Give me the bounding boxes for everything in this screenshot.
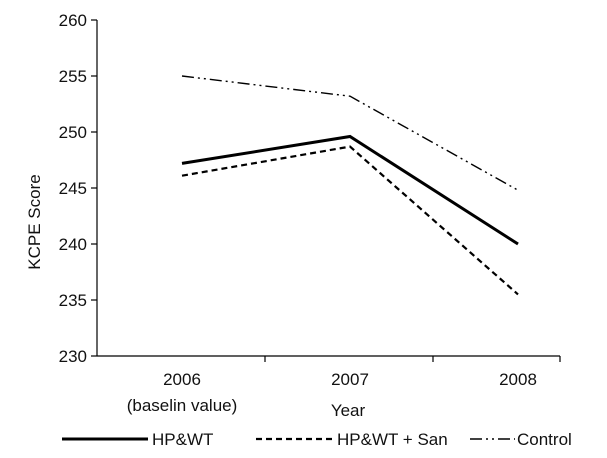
series-line-2 [181,75,519,191]
x-tick-label: 2007 [331,370,369,389]
legend-label-0: HP&WT [152,430,213,449]
y-tick-label: 235 [59,291,87,310]
x-tick-sublabel: (baselin value) [127,396,238,415]
legend-label-1: HP&WT + San [337,430,448,449]
x-tick-label: 2006 [163,370,201,389]
y-tick-label: 250 [59,123,87,142]
series-line-0 [181,134,519,246]
legend: HP&WT HP&WT + San Control [62,430,572,449]
y-tick-label: 245 [59,179,87,198]
y-tick-label: 255 [59,67,87,86]
axes [96,20,560,357]
x-tick-label: 2008 [499,370,537,389]
series-lines [181,75,519,296]
y-axis-ticks: 230 235 240 245 250 255 260 [59,11,97,366]
y-tick-label: 240 [59,235,87,254]
series-line-1 [181,145,519,296]
x-axis-label: Year [331,401,366,420]
x-axis-ticks: 2006 (baselin value) 2007 2008 [127,356,561,415]
y-axis-label: KCPE Score [25,174,44,269]
y-tick-label: 230 [59,347,87,366]
legend-label-2: Control [517,430,572,449]
y-tick-label: 260 [59,11,87,30]
